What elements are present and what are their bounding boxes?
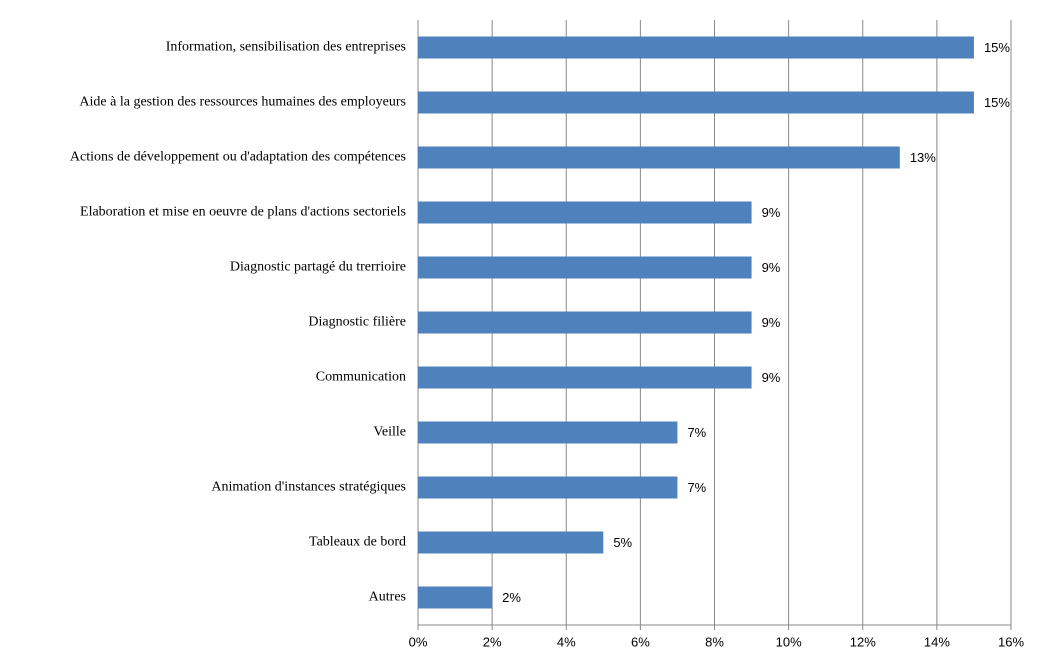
value-label: 9% (762, 315, 781, 330)
value-label: 15% (984, 95, 1010, 110)
x-tick-label: 12% (850, 634, 876, 649)
bar (418, 146, 900, 169)
bar (418, 366, 752, 389)
y-tick-label: Tableaux de bord (309, 535, 406, 550)
y-tick-label: Communication (316, 370, 406, 385)
x-tick-label: 8% (705, 634, 724, 649)
bar (418, 91, 974, 114)
bar (418, 36, 974, 59)
bar (418, 201, 752, 224)
y-tick-label: Actions de développement ou d'adaptation… (70, 150, 406, 165)
value-label: 13% (910, 150, 936, 165)
y-tick-label: Information, sensibilisation des entrepr… (166, 40, 406, 55)
value-label: 9% (762, 370, 781, 385)
x-tick-label: 6% (631, 634, 650, 649)
value-label: 7% (687, 425, 706, 440)
value-label: 9% (762, 260, 781, 275)
bar (418, 256, 752, 279)
bar (418, 531, 604, 554)
x-tick-label: 10% (776, 634, 802, 649)
bar (418, 311, 752, 334)
value-label: 5% (613, 535, 632, 550)
x-tick-label: 0% (409, 634, 428, 649)
x-tick-label: 16% (998, 634, 1024, 649)
y-tick-label: Aide à la gestion des ressources humaine… (79, 95, 406, 110)
bar (418, 476, 678, 499)
value-label: 7% (687, 480, 706, 495)
value-label: 15% (984, 40, 1010, 55)
bar (418, 586, 493, 609)
value-label: 2% (502, 590, 521, 605)
x-tick-label: 14% (924, 634, 950, 649)
y-tick-label: Elaboration et mise en oeuvre de plans d… (80, 205, 406, 220)
x-tick-label: 2% (483, 634, 502, 649)
y-tick-label: Diagnostic filière (308, 315, 406, 330)
y-tick-label: Diagnostic partagé du trerrioire (230, 260, 406, 275)
y-tick-label: Autres (369, 590, 406, 605)
value-label: 9% (762, 205, 781, 220)
y-tick-label: Animation d'instances stratégiques (211, 480, 406, 495)
bar (418, 421, 678, 444)
x-tick-label: 4% (557, 634, 576, 649)
y-tick-label: Veille (373, 425, 406, 440)
